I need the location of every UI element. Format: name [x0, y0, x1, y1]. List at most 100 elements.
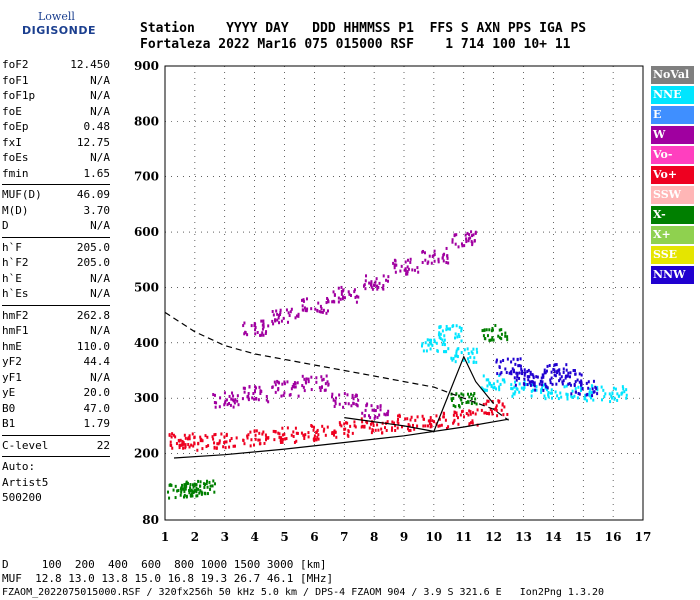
param-separator	[2, 304, 110, 306]
echo-point	[334, 400, 337, 404]
echo-point	[343, 392, 346, 396]
echo-point	[442, 340, 445, 344]
echo-point	[177, 488, 180, 492]
echo-point	[523, 377, 526, 381]
echo-point	[538, 382, 541, 386]
echo-point	[183, 485, 186, 489]
echo-point	[610, 396, 613, 400]
echo-point	[600, 385, 603, 389]
echo-point	[557, 397, 560, 401]
echo-point	[568, 382, 571, 386]
echo-point	[484, 388, 487, 392]
echo-point	[263, 441, 266, 445]
footer-file-info: FZAOM_2022075015000.RSF / 320fx256h 50 k…	[2, 587, 605, 598]
echo-point	[370, 285, 373, 289]
echo-point	[236, 399, 239, 403]
echo-point	[319, 389, 322, 393]
echo-point	[452, 404, 455, 408]
echo-point	[334, 402, 337, 406]
echo-point	[469, 412, 472, 416]
echo-point	[486, 411, 489, 415]
echo-point	[209, 484, 212, 488]
param-key: hmF1	[2, 324, 29, 337]
echo-point	[508, 371, 511, 375]
echo-point	[430, 423, 433, 427]
echo-point	[193, 482, 196, 486]
echo-point	[457, 333, 460, 337]
echo-point	[172, 433, 175, 437]
legend-item-vo: Vo+	[651, 166, 694, 184]
echo-point	[364, 279, 367, 283]
echo-point	[276, 318, 279, 322]
echo-point	[503, 380, 506, 384]
echo-point	[301, 304, 304, 308]
echo-point	[513, 392, 516, 396]
echo-point	[340, 289, 343, 293]
echo-point	[563, 385, 566, 389]
echo-point	[561, 382, 564, 386]
echo-point	[451, 358, 454, 362]
echo-point	[349, 293, 352, 297]
echo-point	[542, 388, 545, 392]
echo-point	[325, 374, 328, 378]
echo-point	[333, 433, 336, 437]
echo-point	[433, 259, 436, 263]
echo-point	[463, 348, 466, 352]
echo-point	[468, 409, 471, 413]
echo-point	[475, 347, 478, 351]
param-separator	[2, 456, 110, 457]
echo-point	[225, 440, 228, 444]
echo-point	[625, 396, 628, 400]
echo-point	[543, 394, 546, 398]
param-value: 262.8	[76, 308, 110, 322]
echo-point	[435, 414, 438, 418]
echo-point	[231, 391, 234, 395]
param-row: MUF(D) 46.09	[2, 188, 110, 204]
echo-point	[180, 488, 183, 492]
echo-point	[179, 443, 182, 447]
echo-point	[310, 307, 313, 311]
echo-point	[616, 392, 619, 396]
echo-point	[462, 393, 465, 397]
echo-point	[277, 431, 280, 435]
echo-point	[290, 387, 293, 391]
echo-point	[198, 491, 201, 495]
echo-point	[579, 386, 582, 390]
echo-point	[514, 380, 517, 384]
echo-point	[318, 310, 321, 314]
echo-point	[385, 428, 388, 432]
echo-point	[350, 404, 353, 408]
echo-point	[297, 312, 300, 316]
echo-point	[280, 394, 283, 398]
echo-point	[361, 424, 364, 428]
echo-point	[438, 331, 441, 335]
echo-point	[232, 405, 235, 409]
echo-point	[406, 258, 409, 262]
echo-point	[283, 391, 286, 395]
param-row: M(D) 3.70	[2, 204, 110, 220]
echo-point	[197, 487, 200, 491]
echo-point	[441, 256, 444, 260]
echo-point	[589, 396, 592, 400]
echo-point	[481, 387, 484, 391]
echo-point	[279, 308, 282, 312]
echo-point	[351, 431, 354, 435]
echo-point	[346, 433, 349, 437]
echo-point	[271, 310, 274, 314]
echo-point	[262, 325, 265, 329]
echo-point	[455, 351, 458, 355]
echo-point	[271, 385, 274, 389]
echo-point	[625, 388, 628, 392]
echo-point	[461, 409, 464, 413]
echo-point	[438, 325, 441, 329]
echo-point	[414, 418, 417, 422]
echo-point	[531, 383, 534, 387]
echo-point	[323, 388, 326, 392]
echo-point	[576, 378, 579, 382]
x-tick-label: 15	[575, 530, 592, 544]
echo-point	[396, 426, 399, 430]
echo-point	[452, 324, 455, 328]
echo-point	[488, 328, 491, 332]
echo-point	[540, 388, 543, 392]
y-tick-label: 800	[134, 114, 159, 128]
